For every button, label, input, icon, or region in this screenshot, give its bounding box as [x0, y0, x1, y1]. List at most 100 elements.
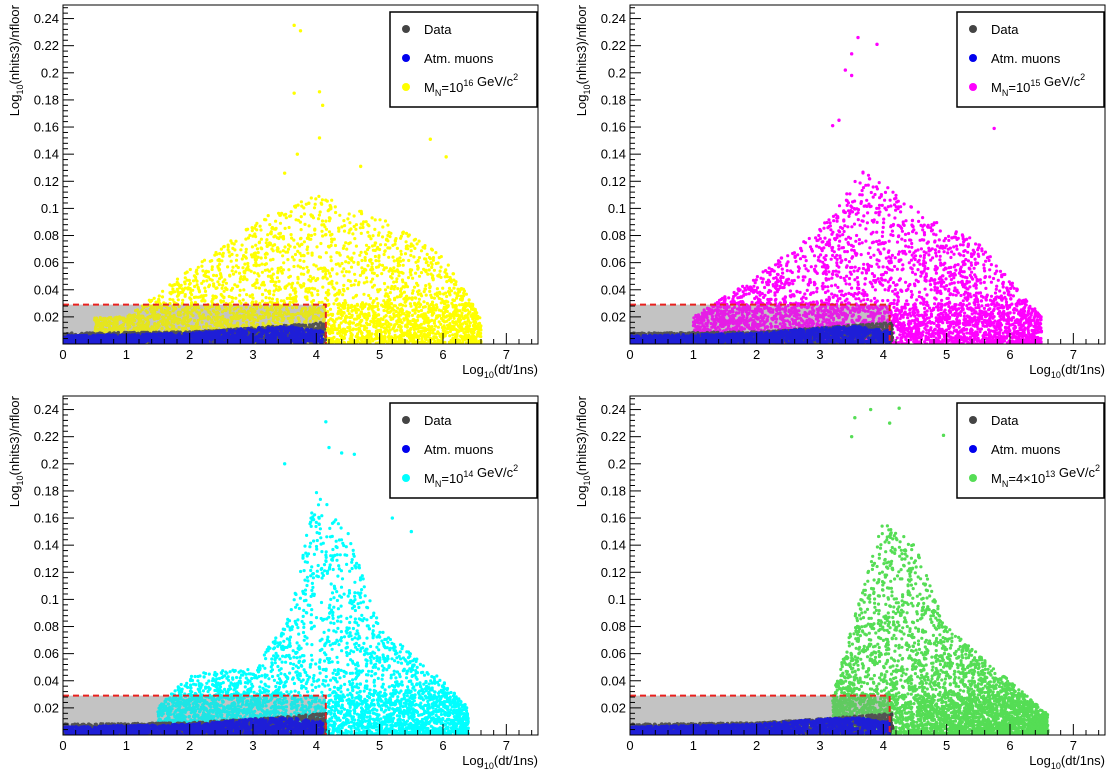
scatter-point: [392, 287, 396, 291]
scatter-point: [358, 273, 362, 277]
scatter-point: [326, 291, 330, 295]
scatter-point: [307, 201, 311, 205]
scatter-point: [472, 331, 476, 335]
scatter-point: [320, 202, 324, 206]
scatter-point: [324, 227, 329, 231]
scatter-point: [378, 263, 382, 267]
scatter-point: [214, 250, 218, 255]
scatter-point: [365, 280, 369, 284]
scatter-point: [248, 233, 252, 237]
scatter-point: [276, 246, 280, 250]
scatter-point: [219, 300, 223, 304]
scatter-point: [223, 278, 227, 282]
scatter-point: [329, 259, 333, 263]
scatter-point: [451, 327, 455, 331]
scatter-point: [342, 267, 346, 271]
scatter-point: [383, 249, 387, 253]
scatter-point: [196, 318, 200, 322]
scatter-point: [250, 226, 254, 230]
scatter-point: [296, 281, 300, 285]
scatter-point: [343, 303, 347, 307]
scatter-point: [171, 298, 175, 302]
scatter-point: [200, 294, 204, 298]
scatter-point: [312, 263, 316, 267]
scatter-point: [379, 243, 383, 247]
scatter-point: [244, 256, 248, 260]
scatter-point: [378, 328, 383, 332]
scatter-point: [445, 272, 449, 276]
scatter-point: [321, 276, 325, 280]
scatter-point: [343, 327, 347, 331]
scatter-point: [245, 278, 249, 282]
scatter-point: [383, 294, 387, 298]
scatter-point: [336, 262, 340, 266]
scatter-point: [414, 333, 418, 337]
scatter-point: [431, 258, 435, 262]
scatter-point: [288, 214, 292, 218]
scatter-point: [357, 280, 361, 284]
scatter-point: [436, 325, 440, 329]
scatter-point: [340, 225, 344, 229]
scatter-point: [189, 312, 193, 316]
scatter-point: [207, 283, 212, 287]
scatter-point: [163, 311, 167, 315]
scatter-point: [339, 321, 343, 325]
scatter-point: [329, 324, 334, 328]
scatter-point: [387, 306, 391, 310]
scatter-point: [198, 311, 202, 315]
scatter-point: [328, 307, 333, 311]
scatter-point: [277, 267, 281, 271]
scatter-point: [272, 227, 276, 231]
scatter-point: [442, 320, 447, 324]
scatter-point: [259, 237, 263, 241]
scatter-point: [280, 211, 284, 215]
scatter-point: [348, 315, 352, 320]
scatter-point: [303, 295, 307, 299]
scatter-point: [254, 286, 258, 290]
scatter-point: [405, 297, 409, 301]
scatter-point: [200, 260, 204, 264]
scatter-point: [411, 325, 415, 329]
scatter-point: [373, 218, 377, 222]
scatter-point: [285, 284, 289, 288]
scatter-point: [383, 334, 387, 339]
scatter-point: [352, 317, 357, 321]
scatter-point: [328, 274, 333, 278]
scatter-point: [396, 306, 400, 310]
scatter-point: [399, 234, 403, 238]
scatter-point: [458, 288, 462, 292]
scatter-point: [444, 331, 448, 335]
scatter-point: [450, 339, 454, 343]
scatter-point: [399, 259, 403, 263]
scatter-point: [317, 194, 321, 198]
scatter-point: [288, 274, 292, 278]
scatter-point: [408, 302, 412, 306]
scatter-point: [192, 274, 196, 278]
scatter-point: [423, 327, 427, 331]
scatter-point: [284, 212, 288, 216]
scatter-point: [304, 287, 308, 291]
scatter-point: [426, 272, 430, 276]
scatter-point: [375, 297, 379, 301]
scatter-point: [226, 318, 230, 322]
scatter-point: [353, 307, 357, 311]
scatter-point: [430, 295, 434, 300]
scatter-point: [436, 274, 440, 278]
scatter-point: [352, 251, 356, 255]
scatter-point: [438, 292, 442, 296]
scatter-point: [296, 218, 300, 222]
scatter-point: [452, 321, 456, 325]
scatter-point: [360, 266, 364, 270]
scatter-point: [242, 288, 246, 292]
scatter-point: [282, 261, 286, 265]
scatter-point: [437, 320, 441, 324]
scatter-point: [478, 316, 482, 320]
scatter-point: [451, 272, 456, 276]
scatter-point: [319, 266, 323, 270]
scatter-point: [293, 287, 297, 291]
scatter-point: [401, 230, 405, 234]
scatter-point: [383, 243, 388, 247]
scatter-point: [415, 242, 419, 246]
scatter-point: [269, 232, 273, 236]
scatter-point: [342, 319, 346, 323]
